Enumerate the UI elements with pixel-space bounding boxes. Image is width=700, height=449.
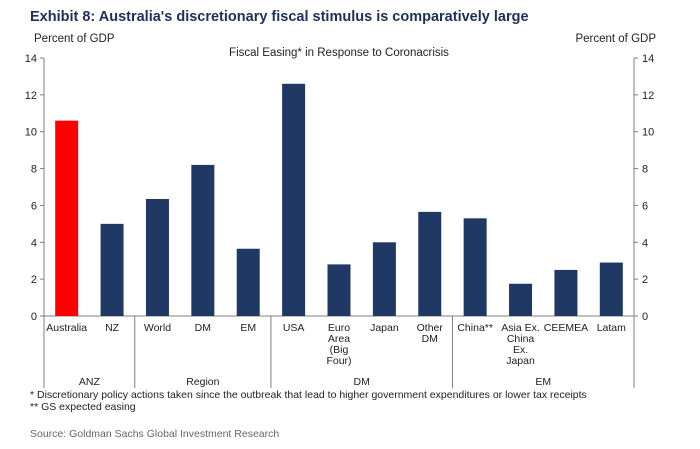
bar-em: [236, 248, 260, 316]
footnote-2: ** GS expected easing: [30, 401, 136, 413]
group-labels: ANZ Region DM EM: [43, 316, 635, 388]
y-tick-label-left: 10: [25, 127, 37, 139]
y-tick-label-left: 6: [31, 200, 37, 212]
y-axis-label-left: Percent of GDP: [34, 33, 115, 45]
y-tick-label-right: 4: [642, 237, 648, 249]
y-tick-label-left: 0: [31, 311, 37, 323]
y-tick-label-left: 14: [25, 53, 37, 65]
y-axis-label-right: Percent of GDP: [575, 33, 656, 45]
bars: [55, 83, 623, 317]
bar-ceemea: [554, 269, 578, 316]
group-label-dm: DM: [354, 376, 370, 388]
bar-australia: [55, 120, 79, 317]
y-tick-label-right: 12: [642, 90, 654, 102]
category-label: USA: [283, 322, 305, 334]
bar-world: [145, 198, 169, 316]
source-note: Source: Goldman Sachs Global Investment …: [30, 428, 279, 440]
bar-other-dm: [418, 211, 442, 316]
category-label: Asia Ex.: [501, 322, 540, 334]
bar-china: [463, 218, 487, 316]
y-tick-label-right: 0: [642, 311, 648, 323]
category-label: Latam: [597, 322, 626, 334]
y-tick-label-left: 12: [25, 90, 37, 102]
group-label-em: EM: [535, 376, 551, 388]
bar-dm: [191, 164, 215, 316]
chart-title: Exhibit 8: Australia's discretionary fis…: [30, 9, 529, 25]
y-tick-label-right: 10: [642, 127, 654, 139]
category-label: Four): [326, 355, 351, 367]
y-tick-label-right: 2: [642, 274, 648, 286]
category-label: NZ: [105, 322, 120, 334]
y-tick-label-left: 4: [31, 237, 37, 249]
y-tick-label-right: 6: [642, 200, 648, 212]
bar-usa: [282, 83, 306, 316]
chart-subtitle: Fiscal Easing* in Response to Coronacris…: [229, 47, 449, 59]
category-label: China**: [457, 322, 493, 334]
category-label: Euro: [328, 322, 350, 334]
category-label: Ex.: [513, 344, 528, 356]
category-label: EM: [240, 322, 256, 334]
category-label: (Big: [330, 344, 349, 356]
category-label: Australia: [46, 322, 87, 334]
y-ticks: 0 0 2 2 4 4 6 6 8 8 10 10 12 12 14 14: [25, 53, 655, 323]
category-label: CEEMEA: [544, 322, 588, 334]
y-tick-label-left: 2: [31, 274, 37, 286]
group-label-anz: ANZ: [79, 376, 101, 388]
category-label: DM: [422, 333, 438, 345]
bar-euro-area-big-four: [327, 264, 351, 316]
category-label: Other: [417, 322, 444, 334]
y-tick-label-right: 14: [642, 53, 654, 65]
group-label-region: Region: [186, 376, 219, 388]
category-label: World: [144, 322, 171, 334]
category-label: China: [507, 333, 535, 345]
footnote-1: * Discretionary policy actions taken sin…: [30, 389, 587, 401]
y-tick-label-right: 8: [642, 164, 648, 176]
category-label: Japan: [506, 355, 535, 367]
bar-nz: [100, 223, 124, 316]
category-label: Area: [328, 333, 350, 345]
category-labels: Australia NZ World DM EM USA EuroArea(BigFour)…: [46, 322, 626, 367]
y-tick-label-left: 8: [31, 164, 37, 176]
bar-latam: [599, 262, 623, 316]
category-label: Japan: [370, 322, 399, 334]
bar-asiaex-china-ex-japan: [509, 283, 533, 316]
bar-japan: [372, 242, 396, 316]
category-label: DM: [195, 322, 211, 334]
